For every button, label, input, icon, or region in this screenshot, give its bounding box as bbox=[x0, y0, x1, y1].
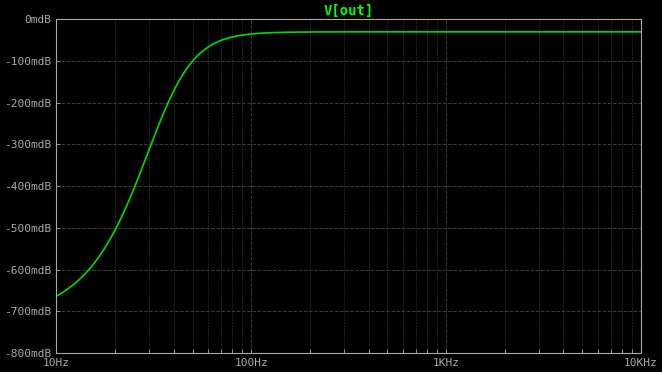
Title: V[out]: V[out] bbox=[324, 4, 374, 18]
